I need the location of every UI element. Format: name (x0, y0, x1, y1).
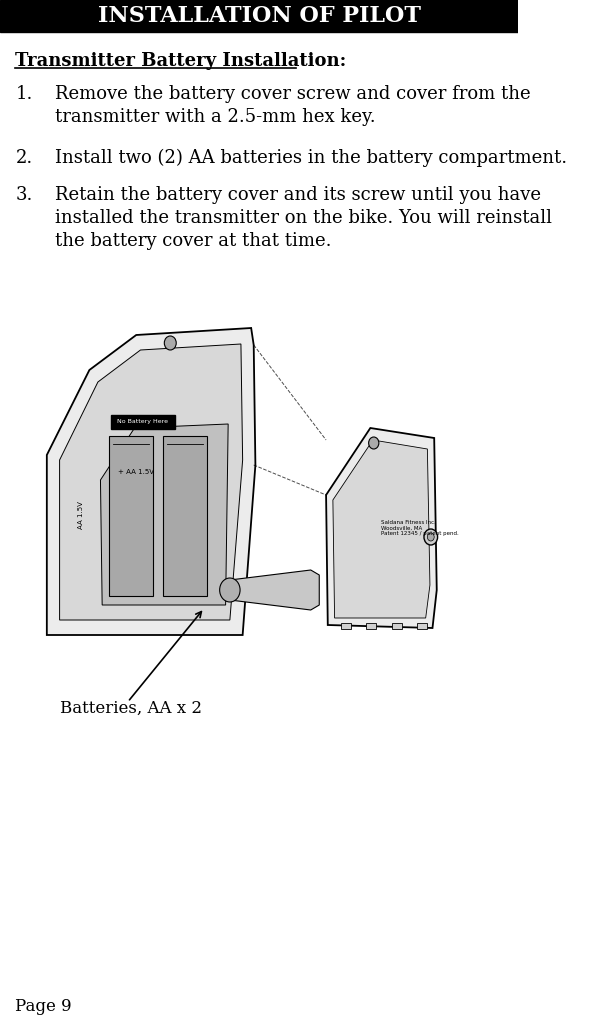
Text: 2.: 2. (15, 149, 32, 167)
Text: 1.: 1. (15, 85, 33, 103)
Text: Saldana Fitness Inc.
Woodsville, MA
Patent 12345 / patent pend.: Saldana Fitness Inc. Woodsville, MA Pate… (381, 520, 459, 536)
Text: 3.: 3. (15, 186, 33, 204)
Bar (417, 623, 428, 629)
Text: Install two (2) AA batteries in the battery compartment.: Install two (2) AA batteries in the batt… (55, 149, 568, 167)
Circle shape (424, 529, 438, 545)
Bar (111, 415, 175, 429)
Bar (392, 623, 402, 629)
Text: AA 1.5V: AA 1.5V (78, 501, 84, 529)
Polygon shape (100, 424, 228, 605)
Bar (109, 436, 153, 596)
Bar (163, 436, 207, 596)
Text: Retain the battery cover and its screw until you have
installed the transmitter : Retain the battery cover and its screw u… (55, 186, 552, 250)
Text: INSTALLATION OF PILOT: INSTALLATION OF PILOT (97, 5, 421, 27)
Polygon shape (326, 428, 437, 628)
Text: Transmitter Battery Installation:: Transmitter Battery Installation: (15, 52, 347, 70)
Polygon shape (47, 328, 255, 635)
Circle shape (220, 578, 240, 602)
Polygon shape (230, 570, 319, 610)
Polygon shape (333, 440, 430, 618)
Bar (340, 623, 351, 629)
Circle shape (428, 533, 434, 541)
Text: Batteries, AA x 2: Batteries, AA x 2 (60, 700, 202, 717)
Polygon shape (60, 344, 242, 620)
Bar (0, 0, 518, 32)
Text: + AA 1.5V: + AA 1.5V (118, 469, 154, 475)
Circle shape (164, 336, 176, 350)
Text: Remove the battery cover screw and cover from the
transmitter with a 2.5-mm hex : Remove the battery cover screw and cover… (55, 85, 531, 126)
Text: Page 9: Page 9 (15, 998, 72, 1015)
Circle shape (368, 437, 379, 448)
Bar (366, 623, 376, 629)
Text: No Battery Here: No Battery Here (117, 420, 167, 425)
